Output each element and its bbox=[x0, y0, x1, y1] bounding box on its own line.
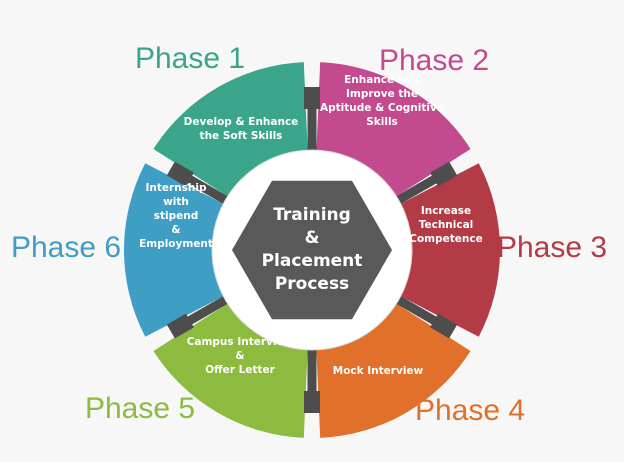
phase-1-title: Phase 1 bbox=[135, 42, 245, 75]
connector-tab bbox=[430, 161, 458, 187]
connector-tab bbox=[304, 391, 320, 413]
center-hexagon bbox=[232, 180, 392, 320]
phase-3-title: Phase 3 bbox=[497, 231, 607, 264]
phase-3-segment bbox=[393, 163, 500, 337]
phase-5-title: Phase 5 bbox=[85, 392, 195, 425]
phase-6-segment bbox=[123, 163, 231, 337]
phase-3-text-line: Competence bbox=[409, 233, 482, 245]
phase-4-text-line: Mock Interview bbox=[333, 365, 424, 377]
center-line-1: Training bbox=[273, 205, 351, 225]
phase-5-text-line: Offer Letter bbox=[205, 364, 275, 376]
phase-6-title: Phase 6 bbox=[11, 231, 121, 264]
phase-6-text-line: & bbox=[171, 224, 180, 236]
phase-2-title: Phase 2 bbox=[379, 44, 489, 77]
phase-2-text-line: Improve the bbox=[346, 88, 418, 100]
phase-1-text-line: Develop & Enhance bbox=[184, 116, 299, 128]
connector-tab bbox=[166, 161, 194, 187]
phase-6-text-line: Internship bbox=[145, 182, 206, 194]
phase-5-text-line: & bbox=[235, 350, 244, 362]
segment-labels: Develop & Enhance the Soft Skills Enhance … bbox=[139, 74, 483, 377]
connector-tab bbox=[166, 313, 194, 339]
center-line-4: Process bbox=[275, 274, 349, 294]
phase-2-text-line: Aptitude & Cognitive bbox=[320, 102, 444, 114]
phase-2-text-line: Enhance and bbox=[344, 74, 420, 86]
phase-titles: Phase 1 Phase 2 Phase 3 Phase 4 Phase 5 Phase… bbox=[11, 42, 607, 427]
phase-2-text-line: Skills bbox=[366, 116, 398, 128]
phase-3-text-line: Increase bbox=[421, 205, 471, 217]
phase-6-text-line: stipend bbox=[154, 210, 199, 222]
phase-5-text-line: Campus Interview bbox=[187, 336, 294, 348]
center-label: Training & Placement Process bbox=[262, 205, 363, 294]
connector-tab bbox=[304, 87, 320, 109]
phase-6-text-line: Employment bbox=[139, 238, 213, 250]
phase-3-text-line: Technical bbox=[419, 219, 474, 231]
center-line-3: Placement bbox=[262, 251, 363, 271]
inner-ring-outline bbox=[211, 149, 413, 351]
center-line-2: & bbox=[305, 228, 320, 248]
connector-tab bbox=[430, 313, 458, 339]
phase-4-title: Phase 4 bbox=[415, 394, 525, 427]
phase-1-text-line: the Soft Skills bbox=[200, 130, 283, 142]
phase-6-text-line: with bbox=[163, 196, 189, 208]
